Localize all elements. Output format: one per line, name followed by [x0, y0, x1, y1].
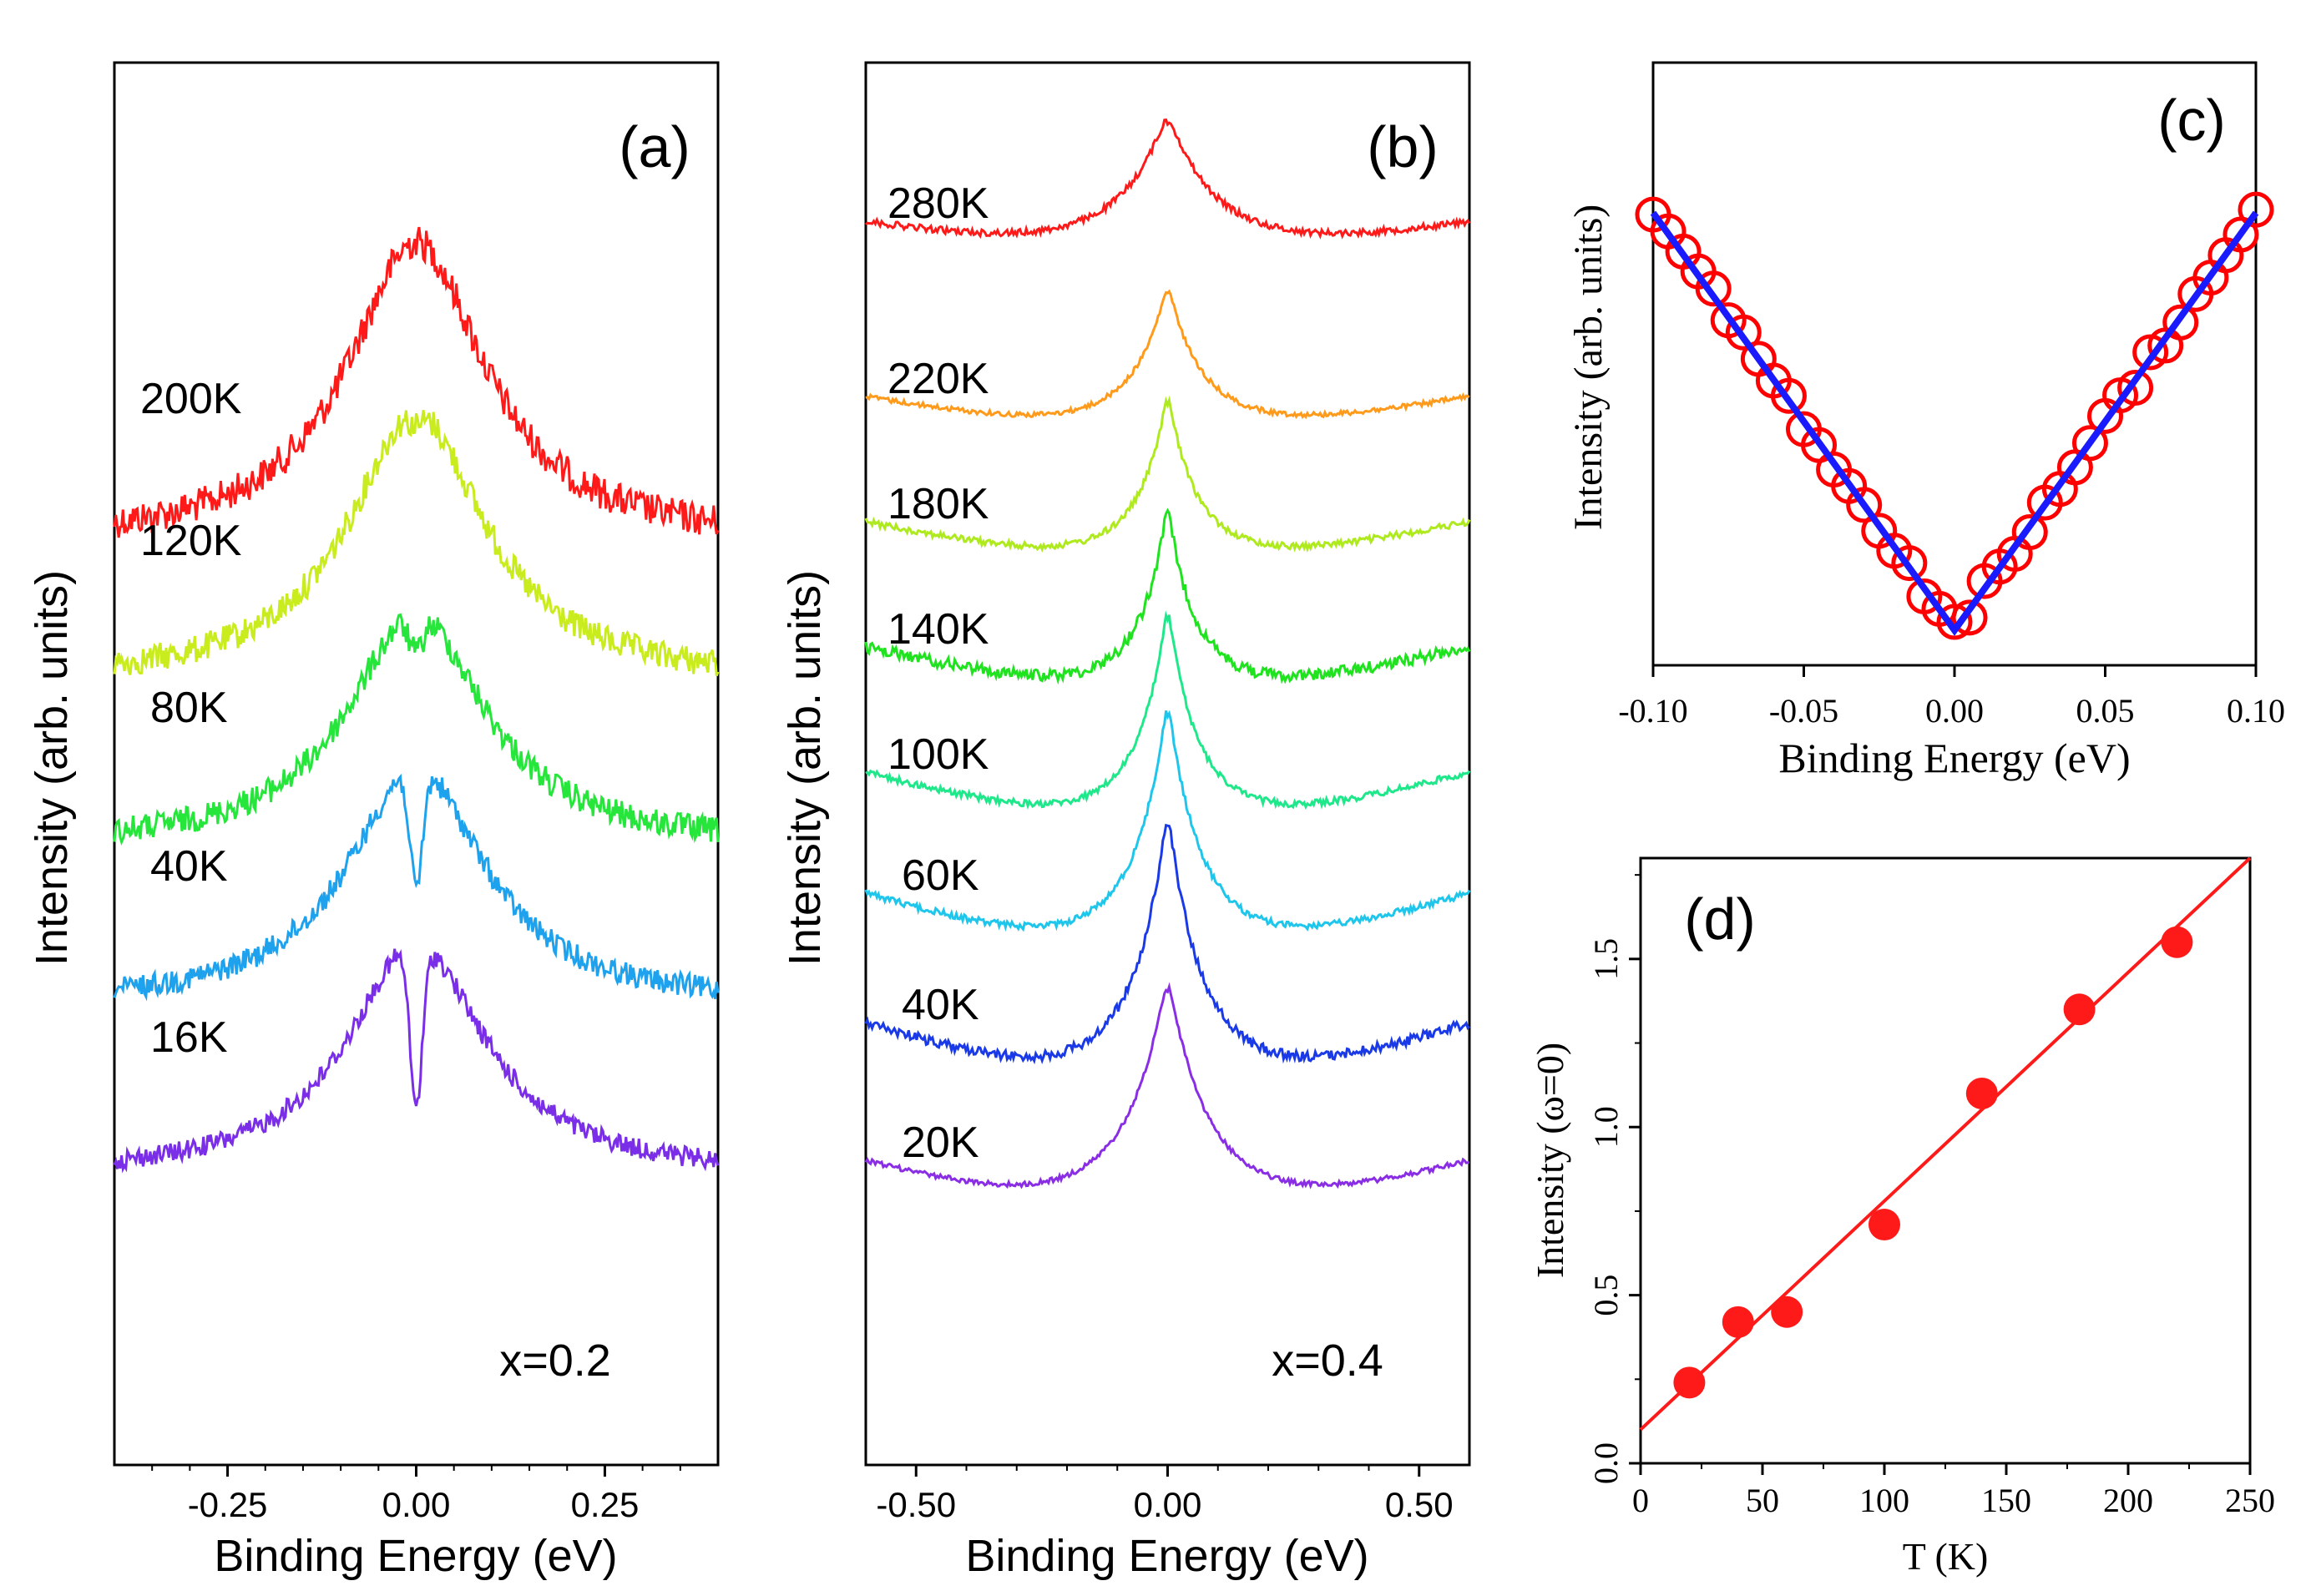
panel-b-series-280K	[864, 118, 1471, 240]
panel-b-series-label: 180K	[887, 480, 989, 528]
panel-d-data-point	[1722, 1306, 1754, 1338]
panel-b-series-40K	[864, 823, 1471, 1065]
panel-d-x-tick-label: 250	[2225, 1482, 2275, 1519]
panel-b-series-label: 20K	[902, 1119, 979, 1167]
panel-a-ticks: -0.25 0.00 0.25	[151, 1465, 681, 1524]
panel-c-data-point	[2011, 514, 2048, 551]
panel-c-x-tick-label: 0.05	[2076, 692, 2135, 730]
panel-a-series-120K	[113, 410, 720, 677]
panel-b-x-tick-label: -0.50	[876, 1485, 956, 1524]
panel-c-data-point	[1695, 270, 1732, 307]
panel-b-curves: 280K 220K 180K 140K 100K 60K 40K 20K	[864, 118, 1471, 1189]
panel-a-series-label: 16K	[150, 1013, 228, 1062]
panel-a-x-label: Binding Energy (eV)	[214, 1531, 617, 1581]
panel-d-x-tick-label: 200	[2103, 1482, 2153, 1519]
panel-d-data-point	[1771, 1295, 1803, 1328]
panel-b-y-label: Intensity (arb. units)	[780, 570, 830, 966]
panel-a-x-tick-label: 0.25	[571, 1485, 640, 1524]
panel-b-series-60K	[864, 710, 1471, 932]
panel-b-letter: (b)	[1367, 114, 1439, 179]
panel-c-data-point	[2117, 369, 2154, 406]
panel-a-letter: (a)	[619, 114, 690, 179]
panel-a-x-tick-label: -0.25	[188, 1485, 268, 1524]
panel-d-y-tick-label: 0.0	[1587, 1442, 1625, 1484]
panel-d-data-point	[1965, 1077, 1998, 1109]
panel-a-series-label: 120K	[140, 517, 242, 565]
panel-b-series-label: 140K	[887, 605, 989, 654]
panel-a-x-tick-label: 0.00	[382, 1485, 451, 1524]
panel-c-data-point	[2162, 304, 2199, 341]
panel-b-x-tick-label: 0.50	[1385, 1485, 1454, 1524]
panel-d-y-label: Intensity (ω=0)	[1529, 1043, 1571, 1278]
panel-c-data-point	[1891, 545, 1928, 582]
panel-c-x-tick-label: -0.05	[1769, 692, 1838, 730]
panel-a-series-200K	[113, 226, 720, 538]
panel-c-data-point	[1846, 487, 1883, 523]
panel-c-x-tick-label: 0.00	[1925, 692, 1984, 730]
panel-d: 0 50 100 150 200 250 0.0 0.5 1.0 1.5 (d) T (K) In…	[1529, 856, 2275, 1578]
panel-c-data-point	[1770, 377, 1807, 414]
panel-b-x-tick-label: 0.00	[1134, 1485, 1202, 1524]
panel-d-x-tick-label: 50	[1746, 1482, 1779, 1519]
panel-b-series-label: 40K	[902, 981, 979, 1029]
panel-d-y-tick-label: 0.5	[1587, 1275, 1625, 1316]
panel-d-data-point	[2063, 993, 2096, 1026]
panel-b-series-100K	[865, 610, 1471, 811]
panel-d-x-tick-label: 150	[1981, 1482, 2031, 1519]
panel-b-series-180K	[864, 395, 1471, 553]
panel-b-series-label: 280K	[887, 179, 989, 228]
panel-c-data-point	[1936, 604, 1973, 640]
panel-d-data-point	[1869, 1209, 1900, 1241]
panel-a-curves: 200K 120K 80K 40K 16K	[113, 226, 720, 1174]
panel-a-series-label: 80K	[150, 684, 228, 732]
panel-d-letter: (d)	[1684, 886, 1756, 952]
panel-c-x-tick-label: 0.10	[2227, 692, 2285, 730]
panel-b-series-label: 220K	[887, 355, 989, 403]
panel-c-data-point	[2071, 425, 2108, 462]
panel-d-x-label: T (K)	[1903, 1535, 1989, 1578]
panel-d-data-point	[1673, 1366, 1706, 1399]
panel-c-x-tick-label: -0.10	[1618, 692, 1687, 730]
panel-b-x-label: Binding Energy (eV)	[965, 1531, 1368, 1581]
panel-a-series-label: 200K	[140, 375, 242, 423]
panel-a-annotation: x=0.2	[499, 1336, 611, 1386]
panel-b-series-20K	[864, 982, 1470, 1189]
panel-a: 200K 120K 80K 40K 16K -0.25 0.00 0.25 (a) x=0.…	[27, 61, 720, 1581]
panel-d-plot	[1639, 856, 2252, 1432]
panel-c-data-point	[1951, 599, 1988, 636]
panel-a-y-label: Intensity (arb. units)	[27, 570, 77, 966]
panel-a-frame	[113, 61, 720, 1467]
panel-a-series-80K	[113, 613, 720, 846]
panel-b: 280K 220K 180K 140K 100K 60K 40K 20K -0.50 0.00 0…	[780, 61, 1471, 1581]
panel-c-ticks: -0.10 -0.05 0.00 0.05 0.10	[1618, 665, 2285, 730]
panel-c-y-label: Intensity (arb. units)	[1566, 205, 1611, 531]
panel-d-x-tick-label: 0	[1632, 1482, 1649, 1519]
panel-c: -0.10 -0.05 0.00 0.05 0.10 (c) Binding Energ…	[1566, 61, 2285, 781]
panel-b-ticks: -0.50 0.00 0.50	[876, 1465, 1454, 1524]
panel-d-data-point	[2161, 926, 2193, 958]
panel-b-series-label: 60K	[902, 851, 979, 900]
panel-b-series-140K	[864, 508, 1471, 685]
panel-d-ticks: 0 50 100 150 200 250 0.0 0.5 1.0 1.5	[1587, 874, 2275, 1519]
panel-c-fit-line	[1650, 210, 2259, 636]
panel-d-y-tick-label: 1.0	[1587, 1106, 1625, 1148]
panel-d-y-tick-label: 1.5	[1587, 938, 1625, 980]
panel-b-series-220K	[865, 289, 1470, 420]
panel-c-data-point	[2238, 191, 2274, 228]
panel-c-data-point	[1725, 314, 1762, 351]
panel-d-x-tick-label: 100	[1859, 1482, 1909, 1519]
panel-a-series-40K	[113, 773, 720, 1002]
panel-c-letter: (c)	[2157, 88, 2226, 153]
panel-b-annotation: x=0.4	[1272, 1336, 1383, 1386]
panel-b-series-label: 100K	[887, 730, 989, 779]
panel-a-series-label: 40K	[150, 842, 228, 891]
panel-c-x-label: Binding Energy (eV)	[1778, 735, 2130, 781]
panel-c-plot	[1635, 191, 2274, 640]
panel-a-series-16K	[113, 948, 720, 1174]
